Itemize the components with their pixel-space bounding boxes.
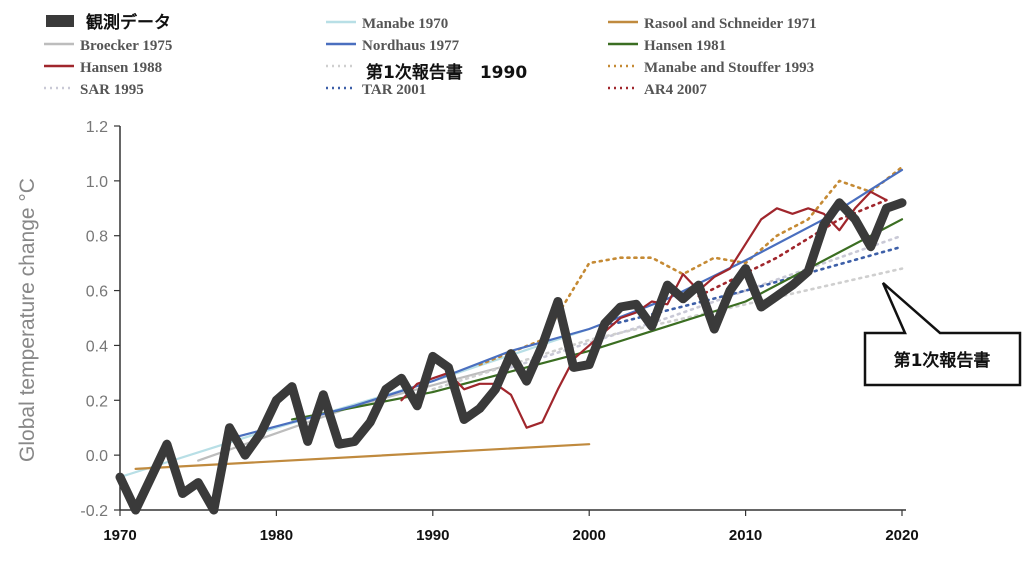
y-axis-title: Global temperature change °C	[16, 178, 39, 462]
x-tick-label: 2000	[573, 527, 606, 544]
x-tick-label: 1990	[416, 527, 449, 544]
legend-label-ar4: AR4 2007	[644, 82, 707, 98]
legend-label-observed: 観測データ	[86, 12, 171, 33]
legend-label-hansen-1981: Hansen 1981	[644, 38, 726, 54]
x-tick-label: 2010	[729, 527, 762, 544]
legend-label-hansen-1988: Hansen 1988	[80, 60, 162, 76]
callout: 第1次報告書	[863, 282, 1022, 387]
series-line-4	[118, 327, 591, 479]
series-line-3	[509, 234, 904, 369]
legend-swatch-observed	[46, 15, 74, 27]
x-tick-label: 2020	[885, 527, 918, 544]
legend-label-nordhaus: Nordhaus 1977	[362, 38, 460, 54]
legend-label-sar: SAR 1995	[80, 82, 144, 98]
legend-label-broecker: Broecker 1975	[80, 38, 172, 54]
legend-label-tar: TAR 2001	[362, 82, 426, 98]
y-tick-label: -0.2	[80, 503, 108, 520]
legend-label-far: 第1次報告書 1990	[366, 62, 527, 83]
series-line-6	[431, 267, 904, 391]
y-tick-label: 0.2	[86, 393, 108, 410]
legend: 観測データ Broecker 1975 Hansen 1988 SAR 1995…	[44, 12, 817, 98]
x-tick-label: 1980	[260, 527, 293, 544]
legend-label-manabe-1970: Manabe 1970	[362, 16, 448, 32]
series-line-2	[400, 190, 888, 429]
x-tick-label: 1970	[103, 527, 136, 544]
series-line-8	[134, 443, 591, 470]
series-line-9	[290, 218, 904, 421]
y-tick-label: 0.4	[86, 338, 108, 355]
series-line-10	[478, 165, 904, 366]
y-tick-label: 1.0	[86, 174, 108, 191]
legend-label-manabe-stouffer: Manabe and Stouffer 1993	[644, 60, 814, 76]
series-line-0	[115, 198, 907, 515]
series-layer	[115, 165, 907, 515]
y-tick-label: 1.2	[86, 119, 108, 136]
legend-label-rasool: Rasool and Schneider 1971	[644, 16, 817, 32]
y-tick-label: 0.8	[86, 229, 108, 246]
axes: -0.2 0.0 0.2 0.4 0.6 0.8 1.0 1.2 1970 1980 1990 200…	[80, 119, 918, 544]
callout-text: 第1次報告書	[894, 350, 991, 371]
y-tick-label: 0.6	[86, 284, 108, 301]
callout-box	[863, 282, 1022, 387]
y-tick-label: 0.0	[86, 448, 108, 465]
